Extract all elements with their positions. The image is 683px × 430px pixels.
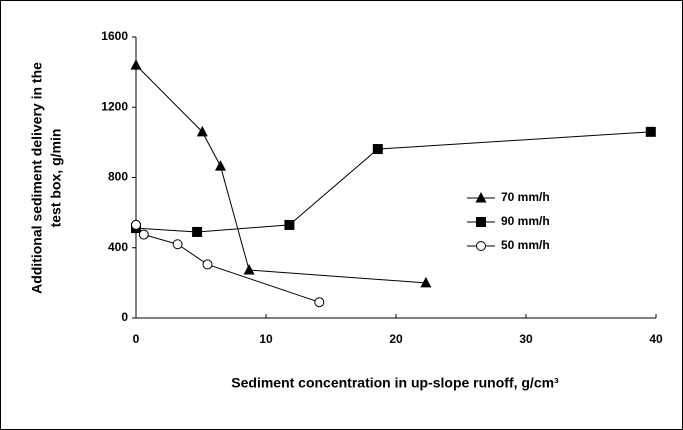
data-point (645, 126, 656, 137)
legend-marker (476, 217, 486, 227)
y-axis-label: Additional sediment delivery in the (29, 62, 45, 294)
y-tick-label: 0 (121, 310, 128, 324)
data-point (284, 219, 295, 230)
y-tick-label: 400 (108, 240, 128, 254)
legend-label: 70 mm/h (501, 190, 550, 204)
x-axis-label: Sediment concentration in up-slope runof… (231, 375, 559, 391)
y-tick-label: 1600 (101, 29, 128, 43)
y-tick-label: 800 (108, 170, 128, 184)
data-point (420, 276, 432, 288)
legend-marker (475, 192, 487, 203)
y-tick-label: 1200 (101, 99, 128, 113)
x-tick-label: 0 (133, 332, 140, 346)
x-tick-label: 30 (519, 332, 533, 346)
x-tick-label: 20 (389, 332, 403, 346)
data-point (243, 264, 255, 275)
data-point (192, 226, 203, 237)
data-point (196, 125, 208, 137)
data-point (202, 259, 213, 270)
data-point (215, 160, 226, 171)
y-axis-label: test box, g/min (48, 129, 64, 228)
data-point (130, 59, 142, 70)
legend-marker (476, 241, 486, 251)
data-point (138, 229, 149, 240)
data-point (314, 297, 325, 308)
data-point (172, 239, 183, 250)
legend-label: 90 mm/h (501, 214, 550, 228)
data-point (131, 219, 141, 230)
data-point (372, 144, 383, 155)
legend-label: 50 mm/h (501, 238, 550, 252)
x-tick-label: 40 (649, 332, 663, 346)
x-tick-label: 10 (259, 332, 273, 346)
